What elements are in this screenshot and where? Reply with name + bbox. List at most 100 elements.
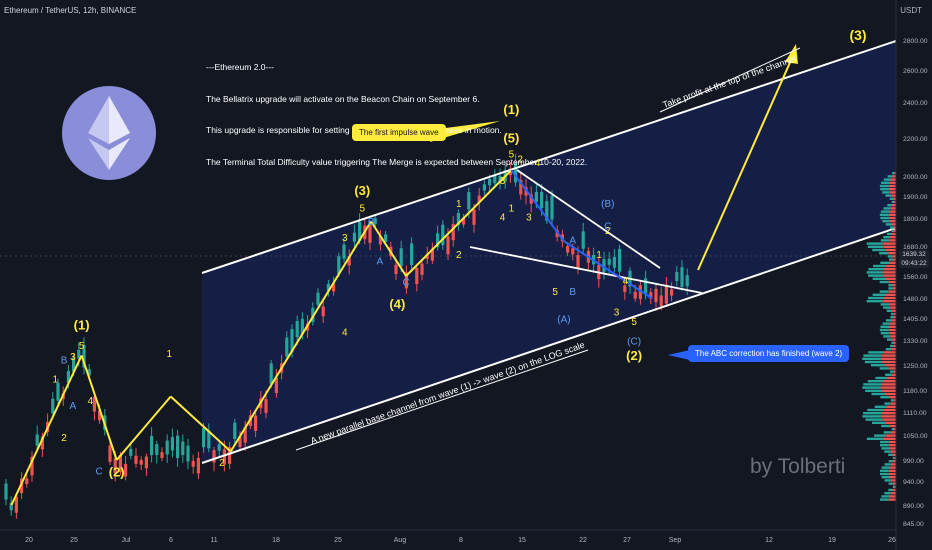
note-line: The Terminal Total Difficulty value trig… — [206, 156, 588, 167]
volume-profile-bar — [892, 287, 896, 290]
volume-profile-bar — [874, 405, 887, 408]
volume-profile-bar — [893, 399, 896, 402]
candle — [9, 502, 13, 511]
volume-profile-bar — [881, 412, 896, 415]
volume-profile-bar — [888, 287, 893, 290]
volume-profile-bar — [890, 492, 896, 495]
volume-profile-bar — [883, 268, 896, 271]
volume-profile-bar — [879, 280, 889, 284]
volume-profile-bar — [879, 498, 889, 501]
volume-profile-bar — [889, 197, 894, 200]
candle — [482, 184, 486, 191]
volume-profile-bar — [890, 236, 896, 239]
candle — [191, 460, 195, 467]
x-tick-label: 15 — [518, 537, 526, 544]
volume-profile-bar — [871, 392, 885, 396]
impulse-callout-pointer — [430, 121, 500, 142]
volume-profile-bar — [883, 245, 896, 248]
volume-profile-bar — [883, 408, 896, 412]
volume-profile-bar — [891, 373, 896, 376]
y-tick-label: 2600.00 — [903, 68, 928, 75]
y-tick-label: 845.00 — [903, 521, 924, 528]
volume-profile-bar — [881, 495, 890, 498]
wave-label: (2) — [109, 465, 125, 480]
candle — [623, 285, 627, 292]
volume-profile-bar — [862, 415, 881, 418]
wave-label: 4 — [88, 396, 94, 407]
volume-profile-bar — [890, 402, 896, 405]
wave-line — [405, 169, 513, 277]
candle — [124, 463, 128, 477]
candle — [233, 422, 237, 439]
wave-label: 4 — [535, 158, 541, 169]
candle — [20, 478, 24, 494]
volume-profile-bar — [882, 300, 896, 303]
volume-profile-bar — [886, 309, 892, 312]
x-tick-label: 26 — [888, 537, 896, 544]
candle — [139, 459, 143, 465]
x-tick-label: Jul — [122, 537, 131, 544]
current-price-tag: 1639.32 09:43:22 — [899, 250, 929, 268]
candle — [113, 458, 117, 474]
volume-profile-bar — [882, 242, 896, 245]
y-tick-label: 1330.00 — [903, 338, 928, 345]
volume-profile-bar — [889, 220, 896, 223]
volume-profile-bar — [874, 434, 887, 437]
correction-line — [510, 169, 565, 242]
candle — [269, 363, 273, 384]
volume-profile-bar — [889, 495, 896, 498]
volume-profile-bar — [873, 264, 886, 268]
candle — [25, 478, 29, 484]
volume-profile-bar — [890, 344, 894, 348]
x-tick-label: 20 — [25, 537, 33, 544]
volume-profile-bar — [888, 328, 896, 332]
wave-label: 4 — [342, 328, 348, 339]
volume-profile-bar — [888, 216, 896, 220]
volume-profile-bar — [893, 370, 896, 373]
volume-profile-bar — [889, 447, 896, 450]
volume-profile-bar — [881, 360, 896, 364]
candle — [295, 320, 299, 338]
candle — [274, 377, 278, 394]
x-tick-label: 6 — [169, 537, 173, 544]
candle — [300, 318, 304, 335]
volume-profile-bar — [882, 322, 890, 325]
volume-profile-bar — [881, 447, 890, 450]
candle — [186, 445, 190, 462]
volume-profile-bar — [879, 290, 889, 293]
volume-profile-bar — [881, 383, 896, 386]
correction-label: (B) — [601, 199, 614, 210]
volume-profile-bar — [868, 296, 884, 300]
volume-profile-bar — [880, 415, 896, 418]
candle — [384, 234, 388, 243]
wave-line — [115, 395, 172, 461]
volume-profile-bar — [872, 277, 886, 280]
volume-profile-bar — [890, 370, 894, 373]
candle — [35, 434, 39, 446]
wave-label: 5 — [509, 149, 515, 160]
volume-profile-bar — [892, 175, 896, 178]
volume-profile-bar — [892, 456, 895, 460]
candle — [638, 285, 642, 300]
candle — [529, 194, 533, 204]
volume-profile-bar — [880, 303, 890, 306]
candle — [519, 179, 523, 195]
abc-callout-pointer — [668, 350, 690, 360]
volume-profile-bar — [891, 229, 894, 232]
candle — [170, 436, 174, 451]
volume-profile-bar — [880, 440, 889, 444]
volume-profile-bar — [888, 482, 893, 485]
volume-profile-bar — [892, 204, 896, 207]
volume-profile-bar — [889, 191, 896, 194]
candle — [243, 427, 247, 443]
candle-countdown: 09:43:22 — [901, 260, 927, 267]
volume-profile-bar — [886, 434, 896, 437]
volume-profile-bar — [883, 306, 891, 309]
wave-label: 3 — [526, 212, 532, 223]
volume-profile-bar — [867, 408, 884, 412]
x-tick-label: 8 — [459, 537, 463, 544]
candle — [456, 212, 460, 226]
correction-label: (A) — [557, 314, 570, 325]
candle — [618, 249, 622, 272]
wave-label: 2 — [456, 250, 462, 261]
